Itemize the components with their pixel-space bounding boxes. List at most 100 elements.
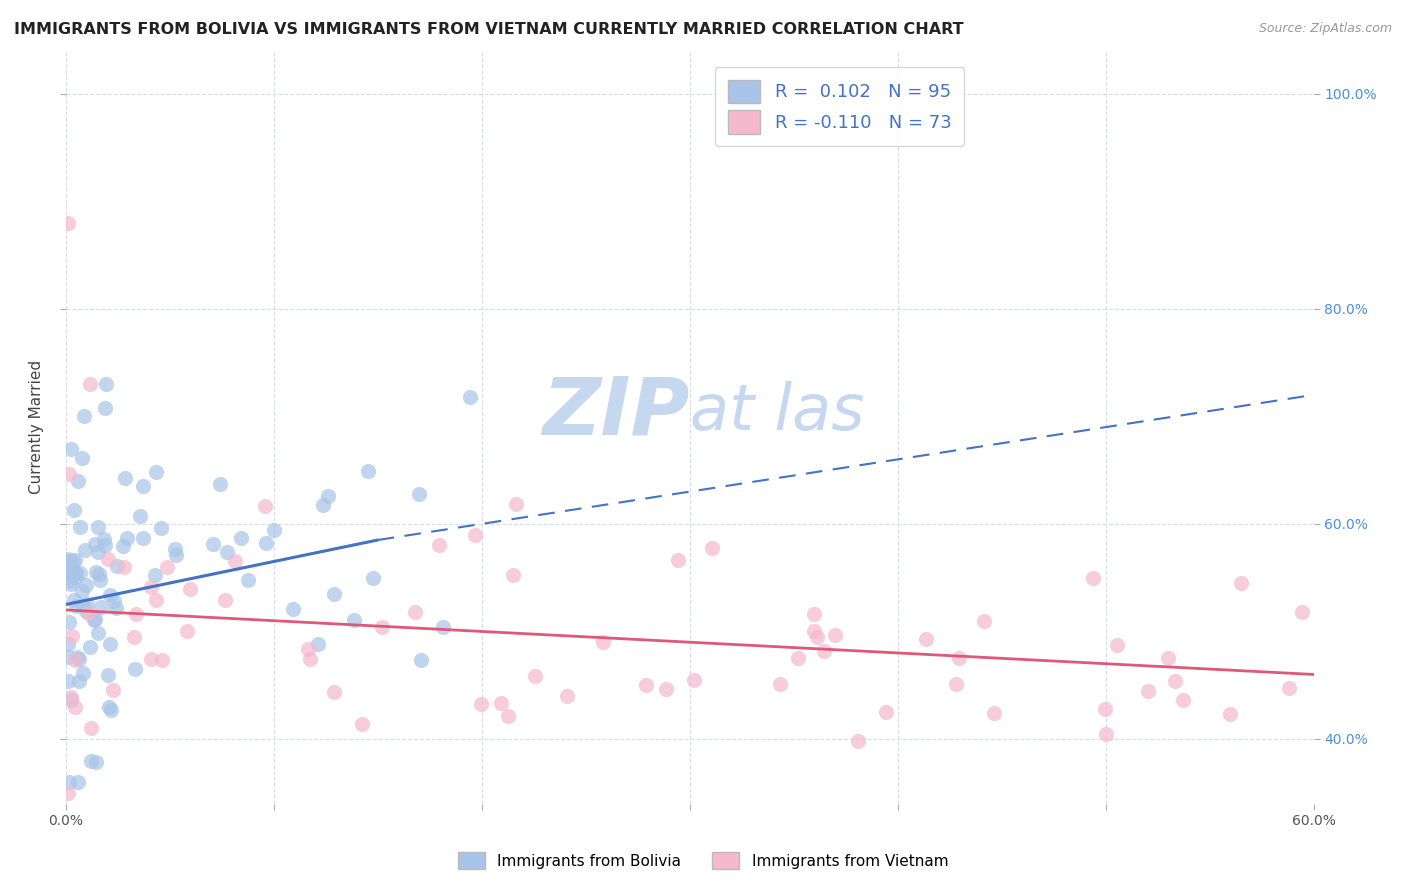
Point — [93, 401, 115, 415]
Point — [56, 637, 79, 651]
Point — [404, 605, 426, 619]
Point — [201, 537, 224, 551]
Point — [60, 629, 83, 643]
Point — [149, 521, 172, 535]
Point — [1164, 673, 1187, 688]
Point — [343, 613, 366, 627]
Point — [145, 567, 167, 582]
Point — [224, 554, 246, 568]
Point — [165, 548, 187, 562]
Point — [79, 640, 101, 655]
Point — [945, 677, 967, 691]
Point — [60, 690, 83, 705]
Point — [312, 498, 335, 512]
Y-axis label: Currently Married: Currently Married — [30, 360, 44, 494]
Point — [87, 520, 110, 534]
Point — [77, 606, 100, 620]
Point — [139, 580, 162, 594]
Point — [496, 709, 519, 723]
Point — [100, 703, 122, 717]
Point — [75, 577, 97, 591]
Point — [1137, 683, 1160, 698]
Point — [72, 599, 94, 613]
Point — [299, 652, 322, 666]
Point — [323, 685, 346, 699]
Point — [983, 706, 1005, 721]
Text: IMMIGRANTS FROM BOLIVIA VS IMMIGRANTS FROM VIETNAM CURRENTLY MARRIED CORRELATION: IMMIGRANTS FROM BOLIVIA VS IMMIGRANTS FR… — [14, 22, 963, 37]
Legend: R =  0.102   N = 95, R = -0.110   N = 73: R = 0.102 N = 95, R = -0.110 N = 73 — [716, 67, 965, 146]
Point — [63, 566, 86, 580]
Point — [145, 465, 167, 479]
Point — [1171, 692, 1194, 706]
Point — [131, 531, 153, 545]
Point — [101, 683, 124, 698]
Point — [89, 574, 111, 588]
Point — [97, 552, 120, 566]
Point — [179, 582, 201, 596]
Point — [105, 558, 128, 573]
Point — [65, 599, 87, 613]
Point — [460, 391, 482, 405]
Point — [103, 594, 125, 608]
Text: ZIP: ZIP — [543, 373, 690, 451]
Point — [58, 615, 80, 629]
Point — [914, 632, 936, 647]
Point — [254, 536, 277, 550]
Point — [67, 474, 90, 488]
Point — [84, 756, 107, 770]
Point — [87, 626, 110, 640]
Point — [1278, 681, 1301, 696]
Point — [59, 693, 82, 707]
Point — [125, 607, 148, 621]
Point — [60, 442, 83, 456]
Point — [73, 409, 96, 424]
Point — [84, 612, 107, 626]
Point — [58, 554, 80, 568]
Point — [489, 696, 512, 710]
Point — [75, 604, 97, 618]
Point — [97, 668, 120, 682]
Point — [75, 543, 97, 558]
Point — [69, 520, 91, 534]
Point — [165, 541, 187, 556]
Point — [361, 571, 384, 585]
Point — [65, 653, 87, 667]
Point — [655, 681, 678, 696]
Point — [87, 545, 110, 559]
Point — [323, 586, 346, 600]
Point — [70, 584, 93, 599]
Point — [263, 523, 285, 537]
Point — [56, 673, 79, 688]
Point — [215, 545, 238, 559]
Point — [63, 503, 86, 517]
Point — [357, 463, 380, 477]
Point — [470, 698, 492, 712]
Point — [409, 653, 432, 667]
Point — [769, 677, 792, 691]
Point — [80, 721, 103, 735]
Point — [132, 478, 155, 492]
Point — [94, 538, 117, 552]
Point — [76, 597, 98, 611]
Point — [56, 565, 79, 579]
Point — [1081, 571, 1104, 585]
Point — [62, 553, 84, 567]
Point — [59, 574, 82, 588]
Legend: Immigrants from Bolivia, Immigrants from Vietnam: Immigrants from Bolivia, Immigrants from… — [451, 846, 955, 875]
Point — [316, 489, 339, 503]
Point — [281, 602, 304, 616]
Point — [634, 678, 657, 692]
Point — [90, 599, 112, 614]
Point — [89, 566, 111, 581]
Point — [63, 593, 86, 607]
Point — [875, 705, 897, 719]
Point — [104, 601, 127, 615]
Point — [93, 532, 115, 546]
Point — [98, 588, 121, 602]
Point — [124, 661, 146, 675]
Point — [84, 537, 107, 551]
Point — [150, 653, 173, 667]
Point — [846, 733, 869, 747]
Point — [98, 637, 121, 651]
Point — [432, 620, 454, 634]
